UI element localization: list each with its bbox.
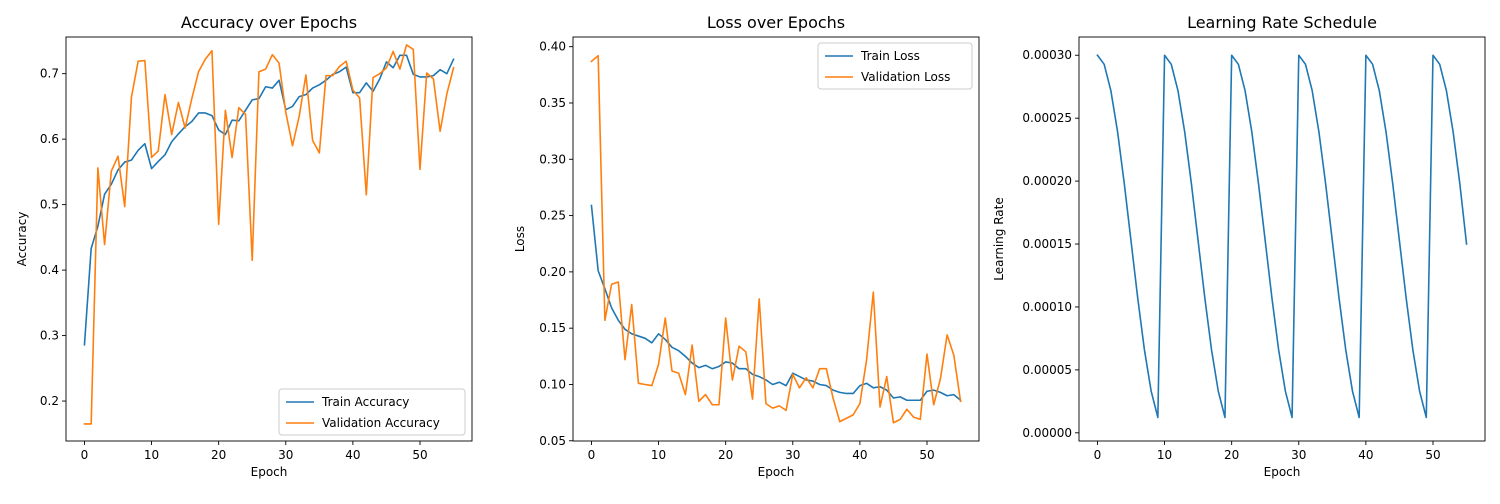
- x-tick-label: 50: [412, 448, 427, 462]
- x-tick-label: 20: [1224, 448, 1239, 462]
- x-tick-label: 10: [144, 448, 159, 462]
- series-line-learning-rate: [1096, 54, 1468, 419]
- y-tick-label: 0.35: [539, 96, 566, 110]
- y-tick-label: 0.00030: [1022, 48, 1072, 62]
- y-tick-label: 0.3: [40, 329, 59, 343]
- x-axis-label: Epoch: [758, 465, 795, 479]
- legend-box: [817, 42, 973, 90]
- chart-title: Accuracy over Epochs: [181, 13, 357, 32]
- y-axis-label: Accuracy: [15, 212, 29, 267]
- x-tick-label: 50: [919, 448, 934, 462]
- x-axis-label: Epoch: [1264, 465, 1301, 479]
- y-tick-label: 0.00005: [1022, 363, 1072, 377]
- plot-area-frame: [1078, 36, 1486, 442]
- y-tick-label: 0.25: [539, 209, 566, 223]
- series-line-train-loss: [590, 204, 962, 402]
- x-tick-label: 30: [785, 448, 800, 462]
- chart-panel-2: 0 10 20 30 40 50 0.05 0.10 0.15 0.20 0.25 0.30 0.35 0…: [513, 13, 980, 479]
- y-tick-label: 0.00010: [1022, 300, 1072, 314]
- y-tick-label: 0.15: [539, 321, 566, 335]
- legend-entry: Train Accuracy: [321, 395, 409, 409]
- x-tick-label: 10: [1157, 448, 1172, 462]
- x-tick-label: 0: [1094, 448, 1102, 462]
- x-tick-label: 40: [345, 448, 360, 462]
- x-tick-label: 40: [852, 448, 867, 462]
- legend-box: [278, 388, 466, 436]
- y-axis-label: Learning Rate: [992, 197, 1006, 280]
- x-tick-label: 50: [1425, 448, 1440, 462]
- x-tick-label: 40: [1358, 448, 1373, 462]
- legend-entry: Train Loss: [860, 49, 920, 63]
- y-tick-label: 0.6: [40, 132, 59, 146]
- plot-area-frame: [572, 36, 980, 442]
- legend: Train Loss Validation Loss: [817, 42, 973, 90]
- chart-panel-3: 0 10 20 30 40 50 0.00000 0.00005 0.00010 0.00015 0…: [992, 13, 1486, 479]
- y-tick-label: 0.20: [539, 265, 566, 279]
- y-tick-label: 0.4: [40, 263, 59, 277]
- chart-panel-1: 0 10 20 30 40 50 0.2 0.3 0.4 0.5 0.6 0.7 Accuracy ov…: [15, 13, 473, 479]
- y-tick-label: 0.00020: [1022, 174, 1072, 188]
- series-line-validation-loss: [590, 54, 962, 424]
- x-tick-label: 20: [211, 448, 226, 462]
- y-axis-label: Loss: [513, 226, 527, 252]
- series-line-validation-accuracy: [83, 44, 455, 425]
- y-tick-label: 0.00015: [1022, 237, 1072, 251]
- series-line-train-accuracy: [83, 54, 455, 346]
- x-tick-label: 0: [81, 448, 89, 462]
- y-tick-label: 0.10: [539, 377, 566, 391]
- plot-area-frame: [65, 36, 473, 442]
- y-tick-label: 0.40: [539, 40, 566, 54]
- y-tick-label: 0.00000: [1022, 426, 1072, 440]
- y-tick-label: 0.00025: [1022, 111, 1072, 125]
- chart-title: Learning Rate Schedule: [1187, 13, 1377, 32]
- x-axis-label: Epoch: [251, 465, 288, 479]
- y-tick-label: 0.2: [40, 394, 59, 408]
- x-tick-label: 10: [651, 448, 666, 462]
- y-tick-label: 0.30: [539, 152, 566, 166]
- y-tick-label: 0.5: [40, 198, 59, 212]
- y-tick-label: 0.05: [539, 434, 566, 448]
- chart-title: Loss over Epochs: [707, 13, 845, 32]
- x-tick-label: 30: [1291, 448, 1306, 462]
- y-tick-label: 0.7: [40, 67, 59, 81]
- x-tick-label: 30: [278, 448, 293, 462]
- x-tick-label: 20: [718, 448, 733, 462]
- legend-entry: Validation Accuracy: [322, 416, 440, 430]
- legend-entry: Validation Loss: [861, 70, 950, 84]
- x-tick-label: 0: [588, 448, 596, 462]
- legend: Train Accuracy Validation Accuracy: [278, 388, 466, 436]
